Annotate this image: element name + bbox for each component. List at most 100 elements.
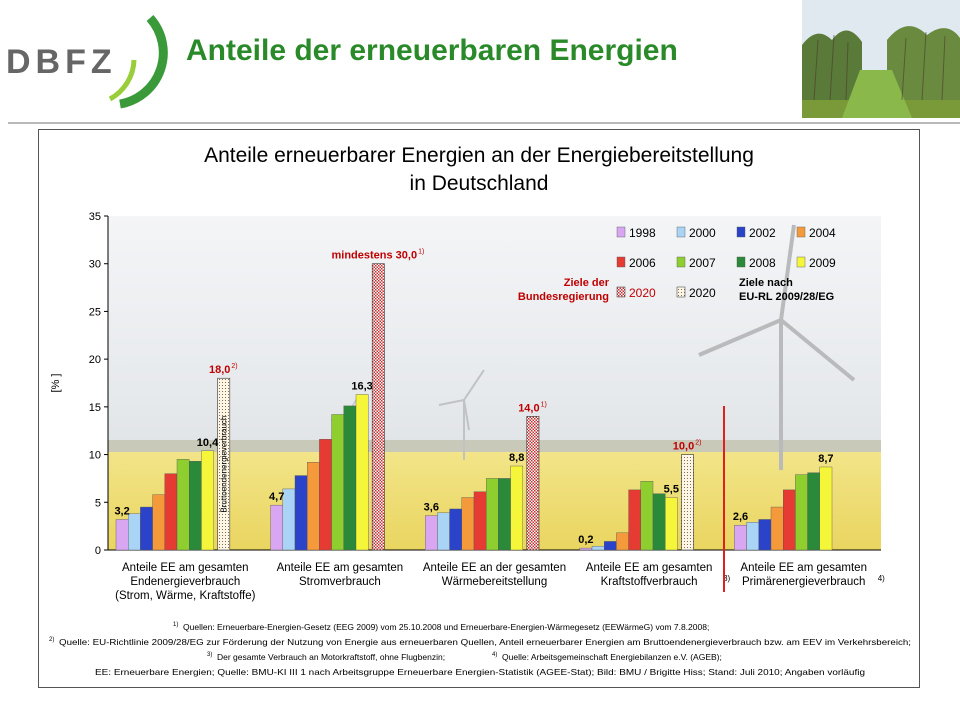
category-label-line: Primärenergieverbrauch [742,576,865,588]
bar-2008-cat0 [188,461,202,551]
bar-2004-cat3 [616,532,629,551]
bar-2004-cat0 [152,494,165,551]
bar-1998-cat2 [425,515,438,551]
value-label: 5,5 [664,484,679,496]
legend-label-2000: 2000 [689,226,716,240]
chart-title-line1: Anteile erneuerbarer Energien an der Ene… [204,144,754,167]
legend-swatch-2009 [796,256,806,268]
bar-2002-cat2 [449,508,463,551]
target-bars: 18,0 2)Bruttoendenergieverbrauchmindesten… [209,249,701,551]
logo-text: DBFZ [6,43,117,81]
legend-label-target-national: 2020 [629,286,656,300]
y-tick-label: 25 [89,306,101,318]
footnote-4-sup: 4) [492,652,497,658]
bar-2007-cat1 [331,414,345,551]
legend-swatch-2006 [616,256,626,268]
willow-plantation-photo [802,0,960,118]
y-tick-label: 15 [89,402,101,414]
chart-title-line2: in Deutschland [410,172,549,195]
footnote-3: Der gesamte Verbrauch an Motorkraftstoff… [217,652,445,662]
bar-2007-cat4 [795,474,808,551]
legend-national-note-1: Ziele der [564,277,610,289]
bar-2006-cat2 [473,491,487,551]
legend-swatch-2000 [676,226,686,238]
bar-2000-cat1 [282,488,296,551]
renewables-bar-chart: Anteile erneuerbarer Energien an der Ene… [49,144,911,677]
target-label: 18,0 [209,364,230,376]
slide-title: Anteile der erneuerbaren Energien [186,34,678,67]
bars [115,394,833,551]
value-label: 3,2 [114,505,129,517]
value-label: 0,2 [578,534,593,546]
bar-2009-cat1 [355,394,369,551]
target-label-sup: 2) [695,440,701,447]
legend-eu-note-1: Ziele nach [739,277,793,289]
bar-2008-cat2 [498,478,511,551]
bar-2007-cat0 [176,459,190,551]
value-label: 8,8 [509,452,524,464]
target-bar-cat0 [217,377,231,551]
target-label-sup: 1) [541,401,547,408]
legend-label-target-eu: 2020 [689,286,716,300]
bar-2000-cat3 [591,545,605,551]
category-label-line: Anteile EE an der gesamten [423,562,566,574]
legend-swatch-target-eu [676,286,686,298]
bar-2009-cat3 [665,497,678,551]
value-label: 4,7 [269,491,284,503]
value-labels: 3,2 10,4 4,7 16,3 3,6 8,8 0,2 5,5 2,6 8,7 [114,380,833,546]
bar-1998-cat4 [734,524,747,551]
bar-2000-cat0 [127,513,141,551]
category-label-sup: 4) [878,574,885,583]
category-label-line: Stromverbrauch [299,576,381,588]
bar-2009-cat0 [201,450,214,551]
target-label-sup: 2) [231,363,237,370]
bar-2006-cat4 [783,489,796,551]
legend-swatch-2007 [676,256,686,268]
y-ticks: 0 5 10 15 20 25 30 35 [89,211,108,557]
target-label: 14,0 [518,402,539,414]
footnote-1: Quellen: Erneuerbare-Energien-Gesetz (EE… [183,622,709,632]
y-tick-label: 35 [89,211,101,223]
bar-2004-cat4 [770,506,784,551]
category-label-line: Anteile EE am gesamten [122,562,249,574]
category-label-line: Endenergieverbrauch [130,576,240,588]
y-tick-label: 10 [89,450,101,462]
bar-2008-cat3 [652,493,666,551]
bar-2006-cat3 [628,489,641,551]
footnote-3-sup: 3) [207,652,212,658]
target-bar-cat3 [681,454,694,551]
bar-2004-cat1 [307,462,320,551]
legend-swatch-1998 [616,226,626,238]
bar-2009-cat4 [819,466,833,551]
bar-2007-cat3 [640,481,654,551]
bar-2007-cat2 [486,478,499,551]
legend-label-2007: 2007 [689,256,716,270]
value-label: 16,3 [351,380,372,392]
category-label-line: Anteile EE am gesamten [740,562,867,574]
bar-2008-cat4 [807,472,820,551]
legend-label-1998: 1998 [629,226,656,240]
footnotes: 1) Quellen: Erneuerbare-Energien-Gesetz … [49,622,911,677]
bar-2009-cat2 [510,465,524,551]
y-tick-label: 0 [95,545,101,557]
legend-target-notes: Ziele der Bundesregierung Ziele nach EU-… [518,277,834,303]
bar-2000-cat2 [437,512,450,551]
target-label: mindestens 30,0 [332,250,418,262]
bar-2004-cat2 [461,497,475,551]
legend-national-note-2: Bundesregierung [518,291,609,303]
legend-swatch-target-national [616,286,626,298]
category-label-sup: 3) [723,574,730,583]
y-tick-label: 5 [95,497,101,509]
target-note: Bruttoendenergieverbrauch [220,416,229,513]
target-bar-cat2 [526,416,540,551]
bar-2002-cat0 [140,506,153,551]
bar-2008-cat1 [343,405,357,551]
wind-turbine-icon [438,369,485,460]
target-bar-cat1 [371,263,385,551]
bar-2000-cat4 [746,522,759,551]
y-axis-label: [% ] [50,374,62,393]
footnote-5: EE: Erneuerbare Energien; Quelle: BMU-KI… [95,667,865,677]
bar-2002-cat1 [294,475,308,551]
legend: 1998 2000 2002 2004 2006 2007 2008 2009 2020 2020 [616,226,836,300]
bar-2002-cat4 [758,519,772,551]
